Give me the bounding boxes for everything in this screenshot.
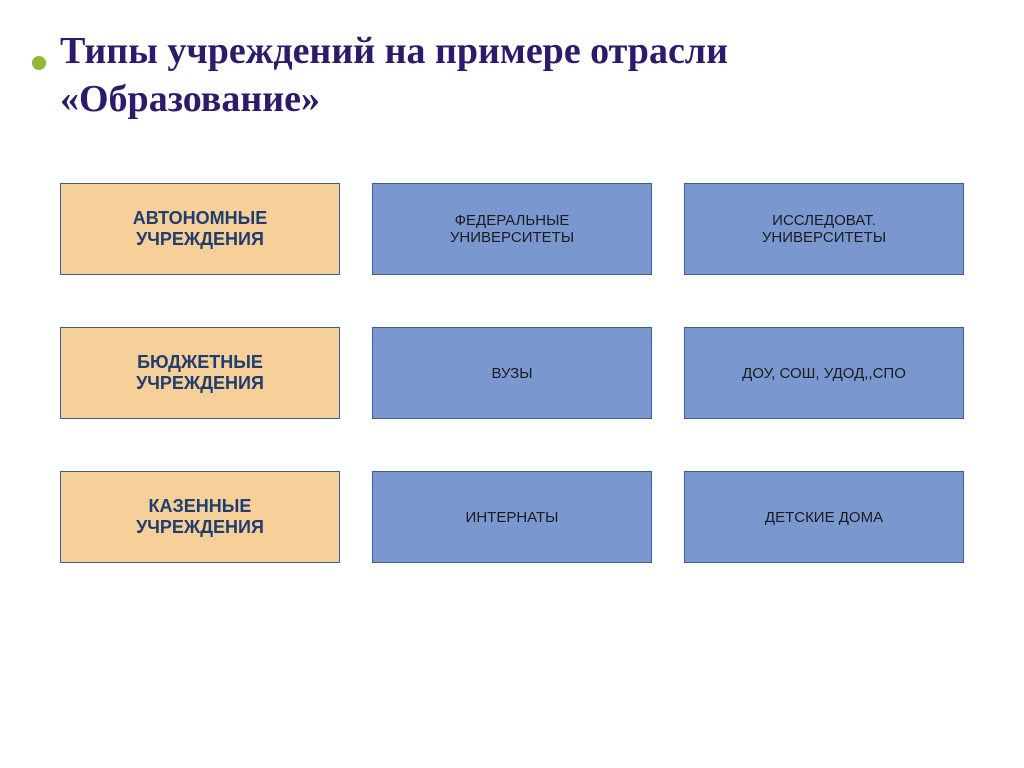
institution-grid: АВТОНОМНЫЕ УЧРЕЖДЕНИЯ ФЕДЕРАЛЬНЫЕ УНИВЕР… <box>60 183 976 563</box>
title-bullet <box>32 56 46 70</box>
example-box: ИССЛЕДОВАТ. УНИВЕРСИТЕТЫ <box>684 183 964 275</box>
example-box: ИНТЕРНАТЫ <box>372 471 652 563</box>
example-box: ВУЗЫ <box>372 327 652 419</box>
example-box: ФЕДЕРАЛЬНЫЕ УНИВЕРСИТЕТЫ <box>372 183 652 275</box>
category-box-autonomous: АВТОНОМНЫЕ УЧРЕЖДЕНИЯ <box>60 183 340 275</box>
example-box: ДОУ, СОШ, УДОД,,СПО <box>684 327 964 419</box>
category-box-budget: БЮДЖЕТНЫЕ УЧРЕЖДЕНИЯ <box>60 327 340 419</box>
category-box-state: КАЗЕННЫЕ УЧРЕЖДЕНИЯ <box>60 471 340 563</box>
example-box: ДЕТСКИЕ ДОМА <box>684 471 964 563</box>
slide-title: Типы учреждений на примере отрасли «Обра… <box>60 28 976 123</box>
